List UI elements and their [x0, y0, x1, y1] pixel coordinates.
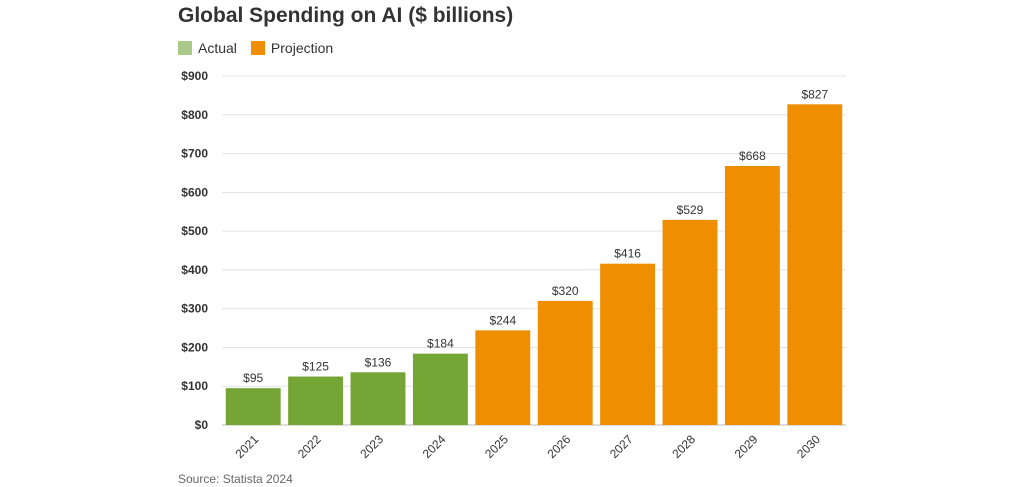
- x-tick-label: 2029: [732, 432, 761, 461]
- data-label: $529: [677, 203, 704, 217]
- legend-swatch-actual: [178, 41, 192, 55]
- legend-label-actual: Actual: [198, 40, 237, 56]
- data-label: $320: [552, 284, 579, 298]
- bar: [662, 219, 718, 425]
- bar: [724, 165, 780, 425]
- y-tick-label: $0: [195, 418, 209, 432]
- x-tick-label: 2023: [357, 432, 386, 461]
- x-tick-label: 2027: [607, 432, 636, 461]
- x-tick-label: 2025: [482, 432, 511, 461]
- data-label: $184: [427, 337, 454, 351]
- legend: Actual Projection: [178, 40, 347, 56]
- bar: [787, 104, 843, 426]
- legend-item-actual: Actual: [178, 40, 237, 56]
- x-tick-label: 2021: [233, 432, 262, 461]
- bar: [225, 388, 281, 425]
- legend-label-projection: Projection: [270, 40, 334, 56]
- y-tick-label: $700: [181, 147, 208, 161]
- data-label: $668: [739, 149, 766, 163]
- x-tick-label: 2030: [794, 432, 823, 461]
- legend-item-projection: Projection: [250, 40, 334, 56]
- data-label: $827: [801, 87, 828, 101]
- y-tick-label: $400: [181, 263, 208, 277]
- y-tick-label: $900: [181, 69, 208, 83]
- y-tick-label: $300: [181, 302, 208, 316]
- bar: [537, 300, 593, 425]
- data-label: $136: [365, 355, 392, 369]
- data-label: $125: [302, 360, 329, 374]
- chart-title: Global Spending on AI ($ billions): [178, 4, 514, 27]
- y-tick-label: $500: [181, 224, 208, 238]
- y-tick-label: $600: [181, 185, 208, 199]
- bar: [412, 353, 468, 425]
- bar: [475, 330, 531, 425]
- x-tick-label: 2026: [545, 432, 574, 461]
- legend-swatch-projection: [250, 41, 265, 55]
- data-label: $95: [243, 371, 263, 385]
- y-tick-label: $800: [181, 108, 208, 122]
- y-tick-label: $200: [181, 340, 208, 354]
- x-tick-label: 2028: [669, 432, 698, 461]
- x-tick-label: 2024: [420, 432, 449, 461]
- data-label: $244: [489, 313, 516, 327]
- x-tick-label: 2022: [295, 432, 324, 461]
- data-label: $416: [614, 247, 641, 261]
- y-tick-label: $100: [181, 379, 208, 393]
- source-note: Source: Statista 2024: [178, 472, 293, 486]
- bar: [350, 372, 406, 425]
- bar: [288, 376, 344, 425]
- bar: [600, 263, 656, 425]
